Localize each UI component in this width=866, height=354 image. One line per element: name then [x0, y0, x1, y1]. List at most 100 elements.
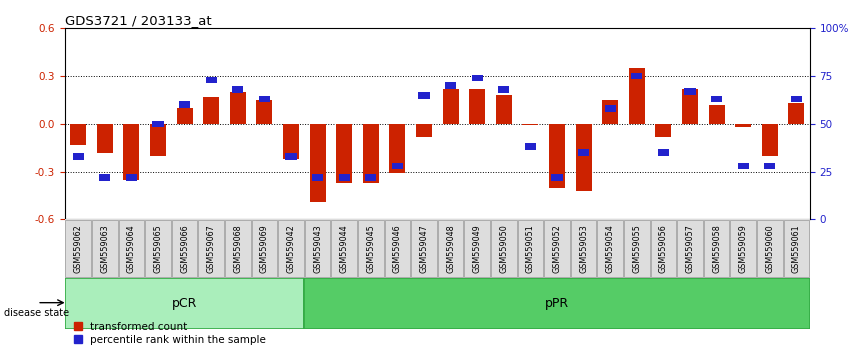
Text: GSM559057: GSM559057 — [686, 224, 695, 273]
Text: disease state: disease state — [4, 308, 69, 318]
Bar — [100, 174, 111, 181]
Text: GSM559061: GSM559061 — [792, 224, 801, 273]
FancyBboxPatch shape — [358, 220, 384, 277]
Bar — [498, 86, 509, 93]
Bar — [391, 162, 403, 169]
Bar — [711, 96, 722, 102]
FancyBboxPatch shape — [252, 220, 277, 277]
Bar — [496, 95, 512, 124]
FancyBboxPatch shape — [518, 220, 543, 277]
Text: GSM559050: GSM559050 — [500, 224, 508, 273]
Bar — [576, 124, 591, 191]
FancyBboxPatch shape — [119, 220, 145, 277]
Bar — [658, 149, 669, 156]
Bar — [204, 97, 219, 124]
Text: GSM559049: GSM559049 — [473, 224, 481, 273]
FancyBboxPatch shape — [92, 220, 118, 277]
Bar — [232, 86, 243, 93]
Text: GSM559044: GSM559044 — [339, 224, 349, 273]
FancyBboxPatch shape — [650, 220, 676, 277]
Bar — [469, 89, 485, 124]
FancyBboxPatch shape — [491, 220, 517, 277]
Bar — [205, 76, 216, 83]
Bar — [791, 96, 802, 102]
Bar — [126, 174, 137, 181]
Text: GSM559043: GSM559043 — [313, 224, 322, 273]
Text: GSM559063: GSM559063 — [100, 224, 109, 273]
Text: GSM559045: GSM559045 — [366, 224, 375, 273]
FancyBboxPatch shape — [784, 220, 809, 277]
FancyBboxPatch shape — [411, 220, 436, 277]
FancyBboxPatch shape — [438, 220, 463, 277]
Bar — [443, 89, 459, 124]
FancyBboxPatch shape — [65, 278, 304, 329]
FancyBboxPatch shape — [66, 220, 91, 277]
Text: GSM559062: GSM559062 — [74, 224, 83, 273]
Bar — [73, 153, 84, 160]
Text: pPR: pPR — [545, 297, 569, 310]
Text: GSM559059: GSM559059 — [739, 224, 747, 273]
Bar — [229, 92, 246, 124]
Bar — [416, 124, 432, 137]
Bar — [177, 108, 192, 124]
Bar — [522, 124, 539, 125]
Bar — [310, 124, 326, 202]
Bar — [445, 82, 456, 89]
FancyBboxPatch shape — [332, 220, 357, 277]
Bar — [552, 174, 563, 181]
FancyBboxPatch shape — [598, 220, 623, 277]
FancyBboxPatch shape — [544, 220, 570, 277]
Text: GSM559046: GSM559046 — [393, 224, 402, 273]
Text: GSM559067: GSM559067 — [207, 224, 216, 273]
Text: GSM559066: GSM559066 — [180, 224, 189, 273]
Bar — [256, 100, 273, 124]
FancyBboxPatch shape — [171, 220, 197, 277]
FancyBboxPatch shape — [624, 220, 650, 277]
Bar — [604, 105, 616, 112]
FancyBboxPatch shape — [225, 220, 250, 277]
Bar — [312, 174, 323, 181]
Bar — [286, 153, 297, 160]
Text: GSM559069: GSM559069 — [260, 224, 269, 273]
Bar — [525, 143, 536, 150]
FancyBboxPatch shape — [385, 220, 410, 277]
FancyBboxPatch shape — [677, 220, 703, 277]
Bar — [259, 96, 270, 102]
Text: GSM559065: GSM559065 — [153, 224, 163, 273]
FancyBboxPatch shape — [757, 220, 783, 277]
Bar — [150, 124, 166, 156]
Text: GSM559055: GSM559055 — [632, 224, 642, 273]
FancyBboxPatch shape — [704, 220, 729, 277]
FancyBboxPatch shape — [145, 220, 171, 277]
Bar — [179, 102, 191, 108]
Bar — [738, 162, 749, 169]
Bar — [152, 121, 164, 127]
Bar — [97, 124, 113, 153]
Text: GSM559052: GSM559052 — [553, 224, 561, 273]
Bar — [631, 73, 643, 79]
Bar — [762, 124, 778, 156]
FancyBboxPatch shape — [305, 220, 331, 277]
Bar — [735, 124, 751, 127]
Text: GSM559053: GSM559053 — [579, 224, 588, 273]
Bar — [682, 89, 698, 124]
Text: GSM559064: GSM559064 — [127, 224, 136, 273]
Bar — [283, 124, 299, 159]
Text: GSM559060: GSM559060 — [766, 224, 774, 273]
Bar — [656, 124, 671, 137]
Bar — [365, 174, 377, 181]
Bar — [124, 124, 139, 179]
FancyBboxPatch shape — [304, 278, 810, 329]
Text: GSM559056: GSM559056 — [659, 224, 668, 273]
Bar — [70, 124, 87, 144]
Bar — [578, 149, 589, 156]
FancyBboxPatch shape — [571, 220, 597, 277]
Bar — [629, 68, 645, 124]
Bar — [472, 75, 483, 81]
FancyBboxPatch shape — [278, 220, 304, 277]
Bar — [363, 124, 378, 183]
Bar — [390, 124, 405, 173]
Text: GSM559047: GSM559047 — [419, 224, 429, 273]
Text: GSM559051: GSM559051 — [526, 224, 535, 273]
Bar — [684, 88, 695, 95]
